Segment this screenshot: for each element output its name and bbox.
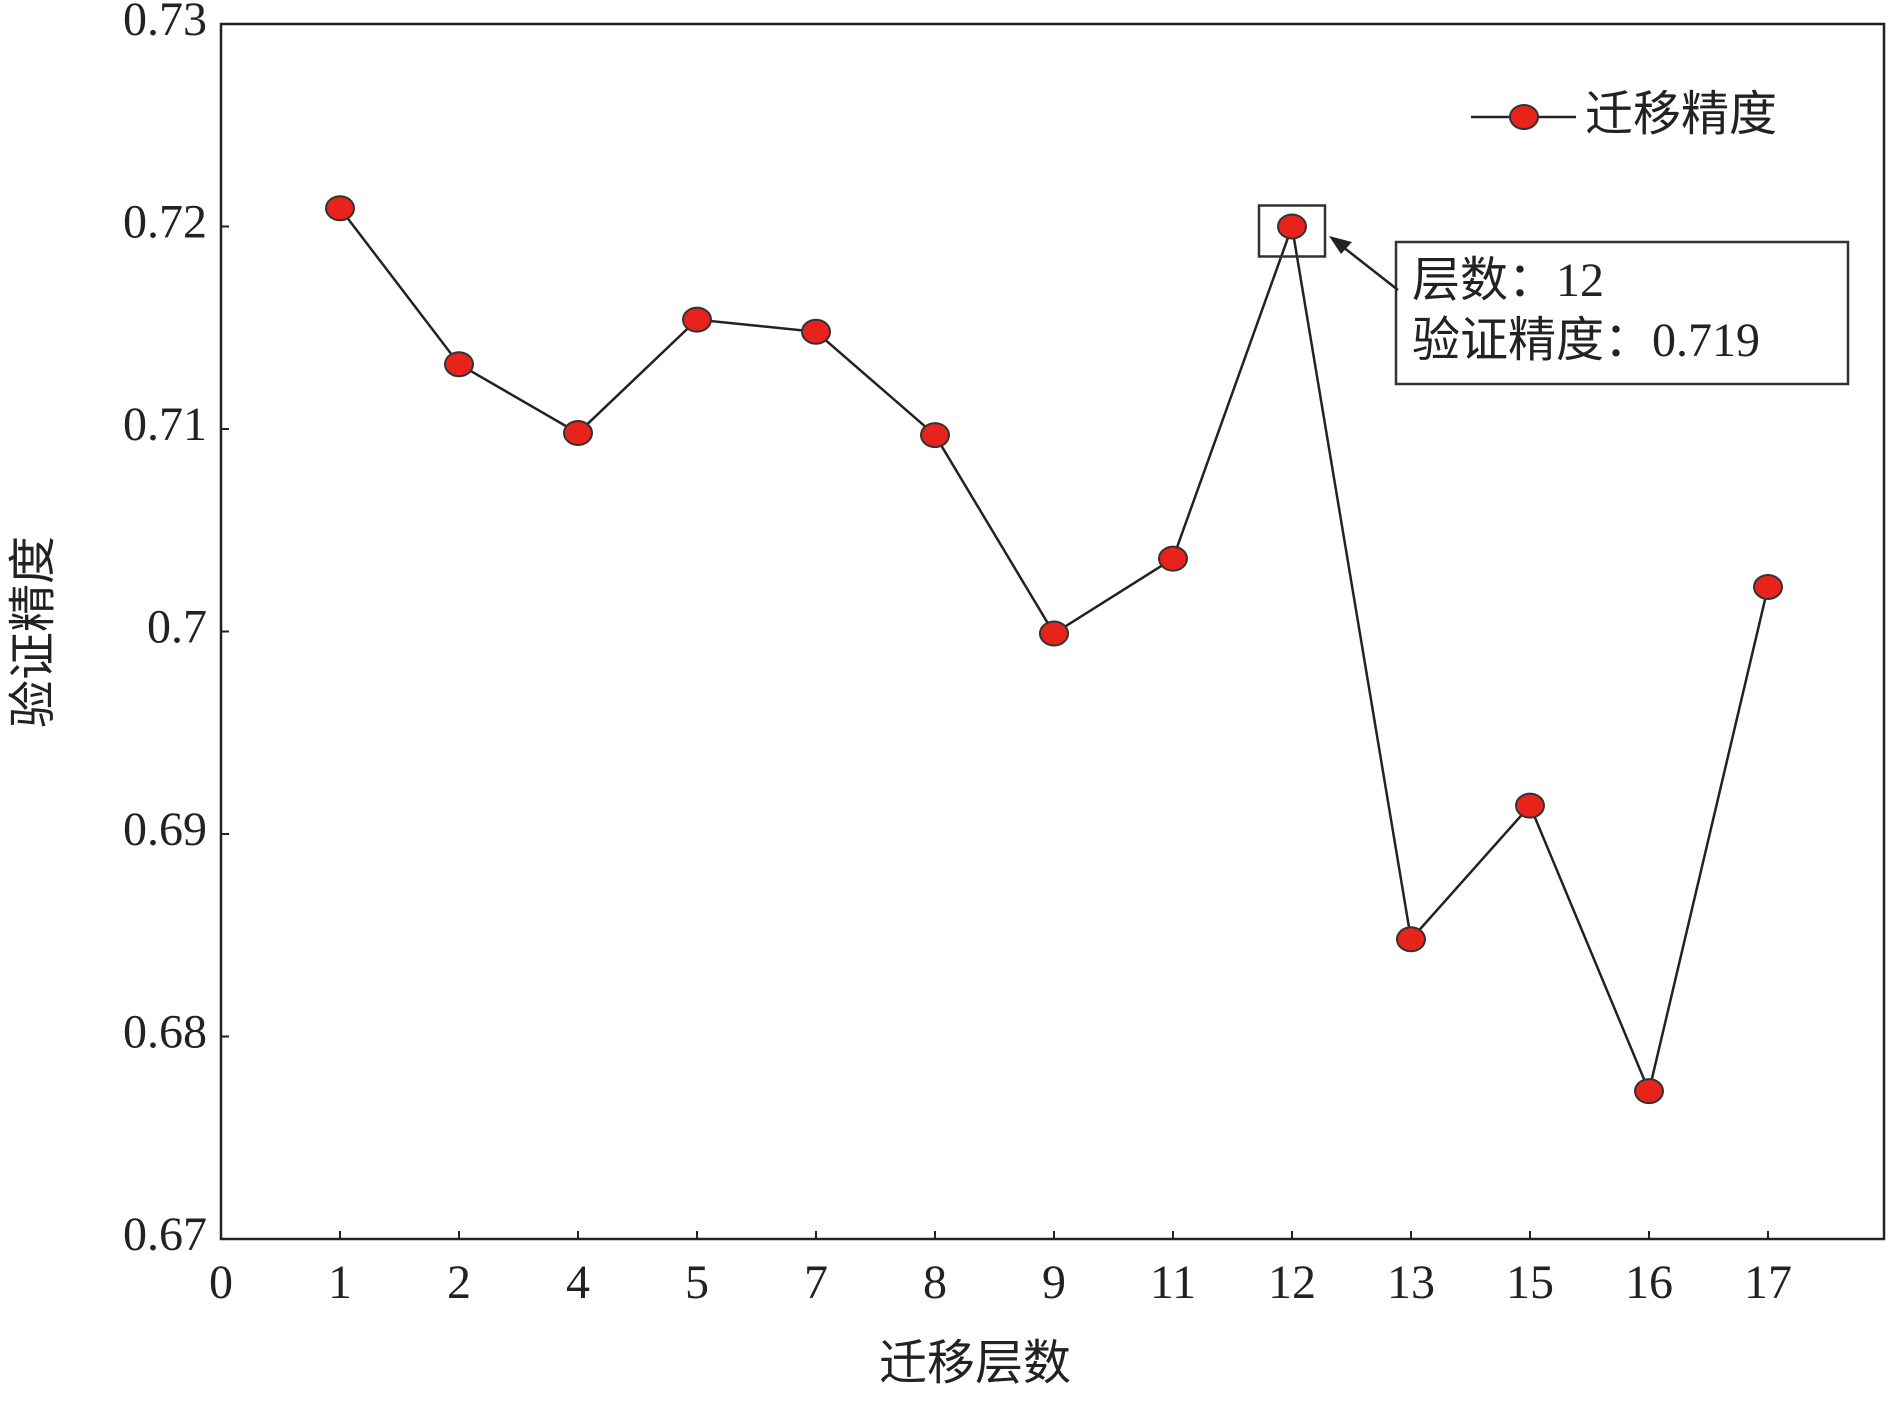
legend-label: 迁移精度 — [1585, 88, 1777, 141]
x-tick-label: 13 — [1387, 1256, 1435, 1309]
data-point — [682, 306, 712, 333]
x-tick-label: 16 — [1625, 1256, 1673, 1309]
x-tick-label: 9 — [1042, 1256, 1066, 1309]
annotation-text: 层数：12 — [1412, 254, 1604, 307]
x-tick-label: 2 — [447, 1256, 471, 1309]
y-tick-label: 0.68 — [123, 1006, 207, 1059]
highlight-box — [1257, 204, 1327, 258]
data-point — [1634, 1078, 1664, 1105]
y-tick-label: 0.72 — [123, 196, 207, 249]
x-axis-label: 迁移层数 — [879, 1337, 1071, 1390]
data-point — [1039, 620, 1069, 647]
y-tick-label: 0.69 — [123, 803, 207, 856]
y-tick-label: 0.7 — [147, 601, 207, 654]
data-point — [444, 351, 474, 378]
data-point — [920, 422, 950, 449]
data-point — [1396, 926, 1426, 953]
x-tick-label: 11 — [1150, 1256, 1196, 1309]
legend-marker — [1509, 104, 1539, 130]
x-tick-label: 8 — [923, 1256, 947, 1309]
x-tick-label: 15 — [1506, 1256, 1554, 1309]
y-tick-label: 0.73 — [123, 0, 207, 46]
annotation-box — [1394, 240, 1850, 386]
annotation-arrow — [1337, 242, 1399, 291]
y-axis-label: 验证精度 — [7, 536, 60, 728]
data-point — [1753, 573, 1783, 600]
annotation-text: 验证精度：0.719 — [1412, 314, 1760, 367]
x-tick-label: 5 — [685, 1256, 709, 1309]
x-tick-label: 17 — [1744, 1256, 1792, 1309]
x-tick-label: 1 — [328, 1256, 352, 1309]
data-point — [325, 195, 355, 222]
data-point — [1515, 792, 1545, 819]
arrow-head — [1329, 236, 1352, 254]
y-tick-label: 0.67 — [123, 1208, 207, 1261]
data-point — [801, 318, 831, 345]
x-tick-label: 12 — [1268, 1256, 1316, 1309]
x-tick-label: 4 — [566, 1256, 590, 1309]
data-point — [1277, 213, 1307, 240]
x-tick-label: 7 — [804, 1256, 828, 1309]
data-point — [563, 420, 593, 447]
x-tick-label: 0 — [209, 1256, 233, 1309]
data-point — [1158, 545, 1188, 572]
y-tick-label: 0.71 — [123, 398, 207, 451]
